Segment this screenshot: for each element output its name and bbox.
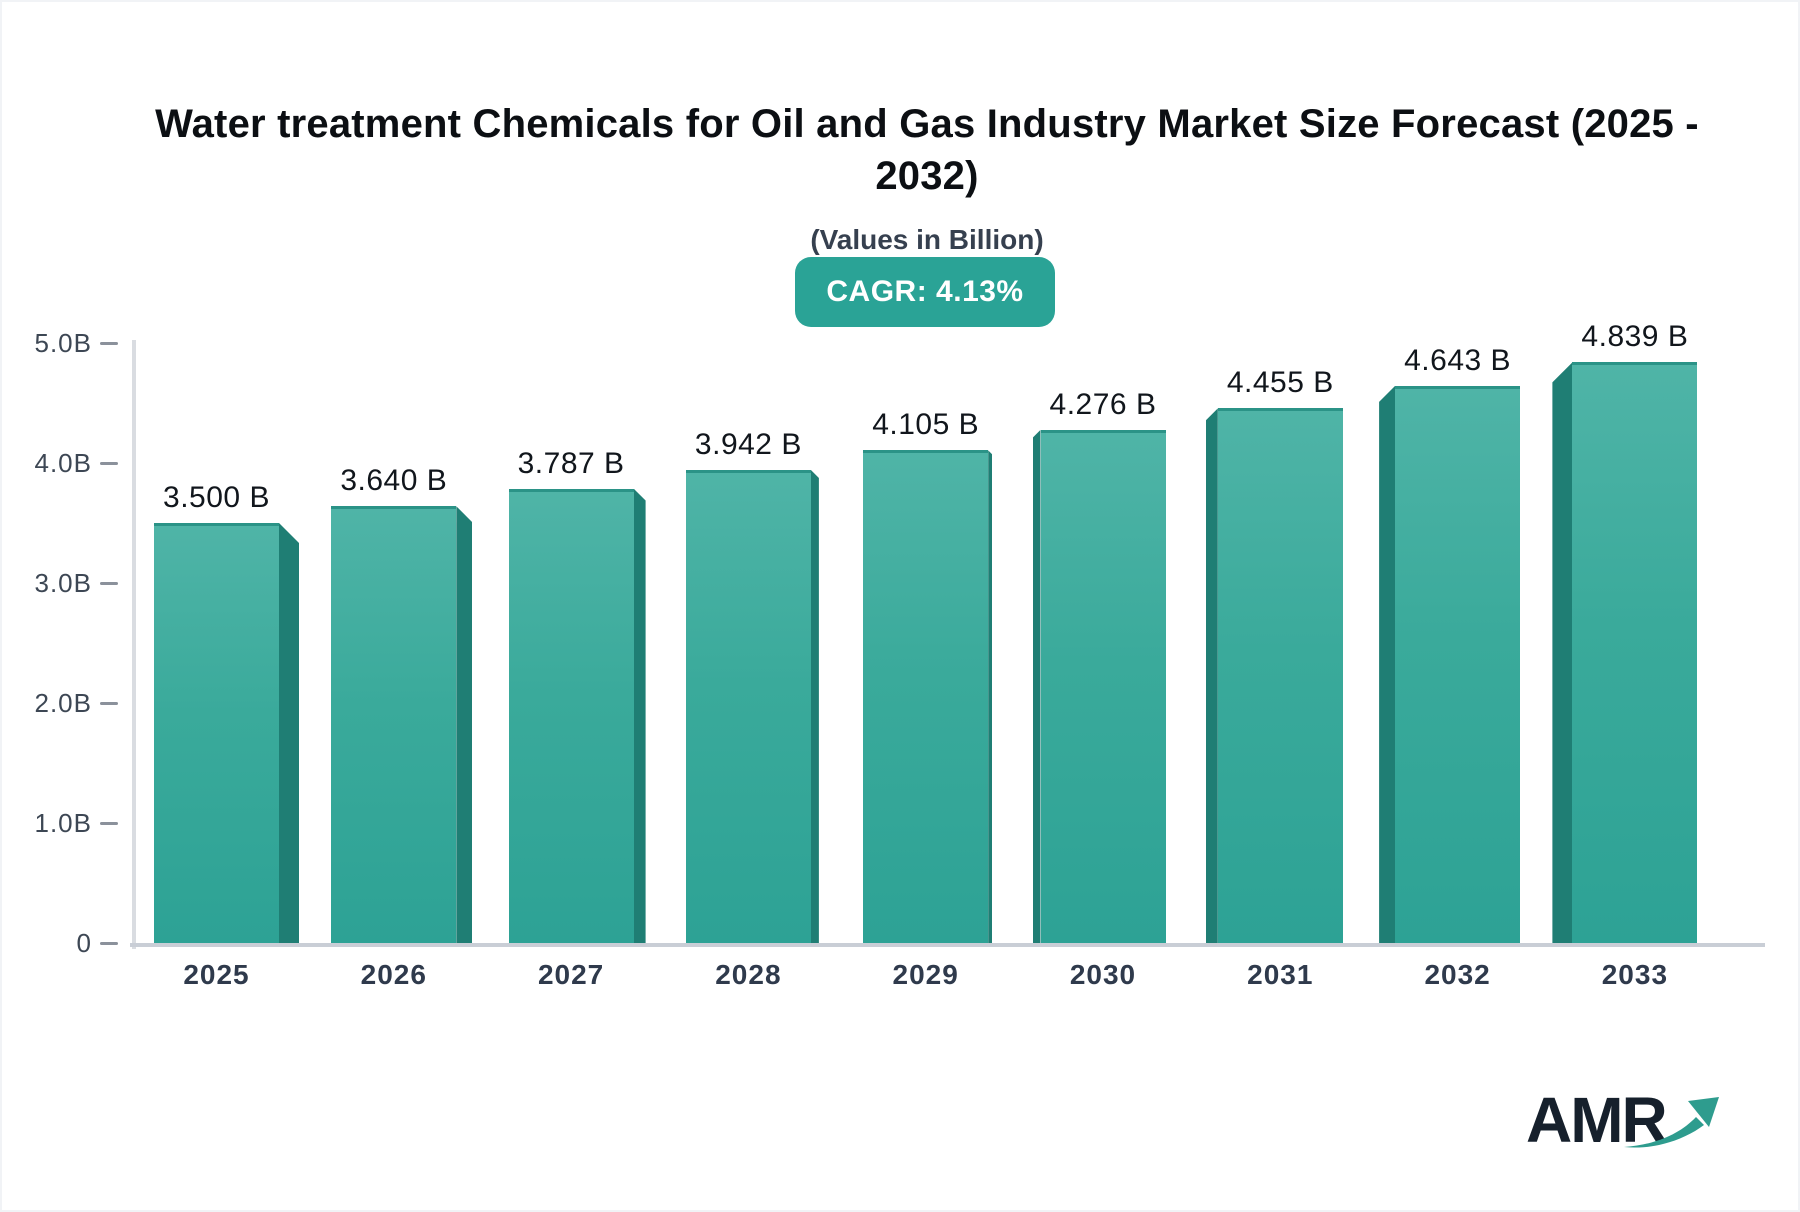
x-axis-label-2026: 2026: [360, 959, 427, 990]
bar-value-label: 4.276 B: [1049, 387, 1157, 421]
bar-side-2033: [1552, 362, 1573, 943]
y-tick-label: 1.0B: [34, 808, 92, 838]
bar-value-label: 4.105 B: [872, 408, 980, 442]
bar-value-label: 4.455 B: [1226, 366, 1334, 400]
bar-2031: [1217, 408, 1343, 943]
x-axis-label-2028: 2028: [715, 959, 782, 990]
bar-side-2028: [810, 469, 819, 943]
chart-title-line1: Water treatment Chemicals for Oil and Ga…: [155, 102, 1699, 146]
chart-subtitle: (Values in Billion): [810, 224, 1044, 255]
bar-value-label: 3.787 B: [517, 446, 625, 480]
brand-logo: AMR: [1526, 1088, 1726, 1164]
bar-2028: [685, 469, 811, 943]
bar-value-label: 4.839 B: [1581, 320, 1689, 354]
bar-value-label: 3.942 B: [694, 427, 802, 461]
x-axis-label-2031: 2031: [1247, 959, 1314, 990]
y-tick-label: 3.0B: [34, 568, 92, 598]
y-tick: [100, 582, 118, 585]
bar-side-2030: [1032, 429, 1041, 943]
bar-2033: [1572, 362, 1698, 943]
x-axis-baseline: [130, 943, 1765, 947]
x-axis-label-2025: 2025: [183, 959, 250, 990]
x-axis-label-2029: 2029: [892, 959, 959, 990]
y-tick-label: 5.0B: [34, 328, 92, 358]
bar-side-2031: [1205, 408, 1218, 943]
cagr-badge: CAGR: 4.13%: [795, 257, 1055, 327]
y-tick: [100, 822, 118, 825]
chart-title-line2: 2032): [875, 154, 979, 198]
bar-value-label: 4.643 B: [1404, 343, 1512, 377]
bar-side-2025: [279, 523, 299, 943]
y-tick-label: 4.0B: [34, 448, 92, 478]
bar-2032: [1395, 385, 1521, 943]
chart-title: Water treatment Chemicals for Oil and Ga…: [132, 98, 1722, 202]
y-axis-line: [132, 340, 136, 949]
y-tick: [100, 462, 118, 465]
bar-2029: [863, 450, 989, 943]
x-axis-label-2027: 2027: [537, 959, 605, 990]
y-tick: [100, 702, 118, 705]
bar-side-2026: [456, 506, 473, 943]
bar-2027: [508, 488, 634, 943]
bar-2030: [1040, 429, 1166, 943]
y-tick: [100, 942, 118, 945]
x-axis-label-2030: 2030: [1069, 959, 1137, 990]
bar-side-2032: [1379, 385, 1396, 943]
trend-arrow-icon: [1624, 1097, 1719, 1148]
bar-side-2029: [988, 450, 993, 943]
bar-value-label: 3.640 B: [340, 464, 448, 498]
y-tick-label: 2.0B: [34, 688, 92, 718]
brand-logo-text: AMR: [1526, 1084, 1668, 1156]
bar-2025: [154, 523, 279, 943]
bar-2026: [331, 506, 457, 943]
y-tick-label: 0: [76, 928, 92, 958]
x-axis-label-2033: 2033: [1601, 959, 1669, 990]
y-tick: [100, 342, 118, 345]
bar-value-label: 3.500 B: [163, 481, 270, 514]
bar-side-2027: [633, 488, 646, 943]
x-axis-label-2032: 2032: [1424, 959, 1491, 990]
